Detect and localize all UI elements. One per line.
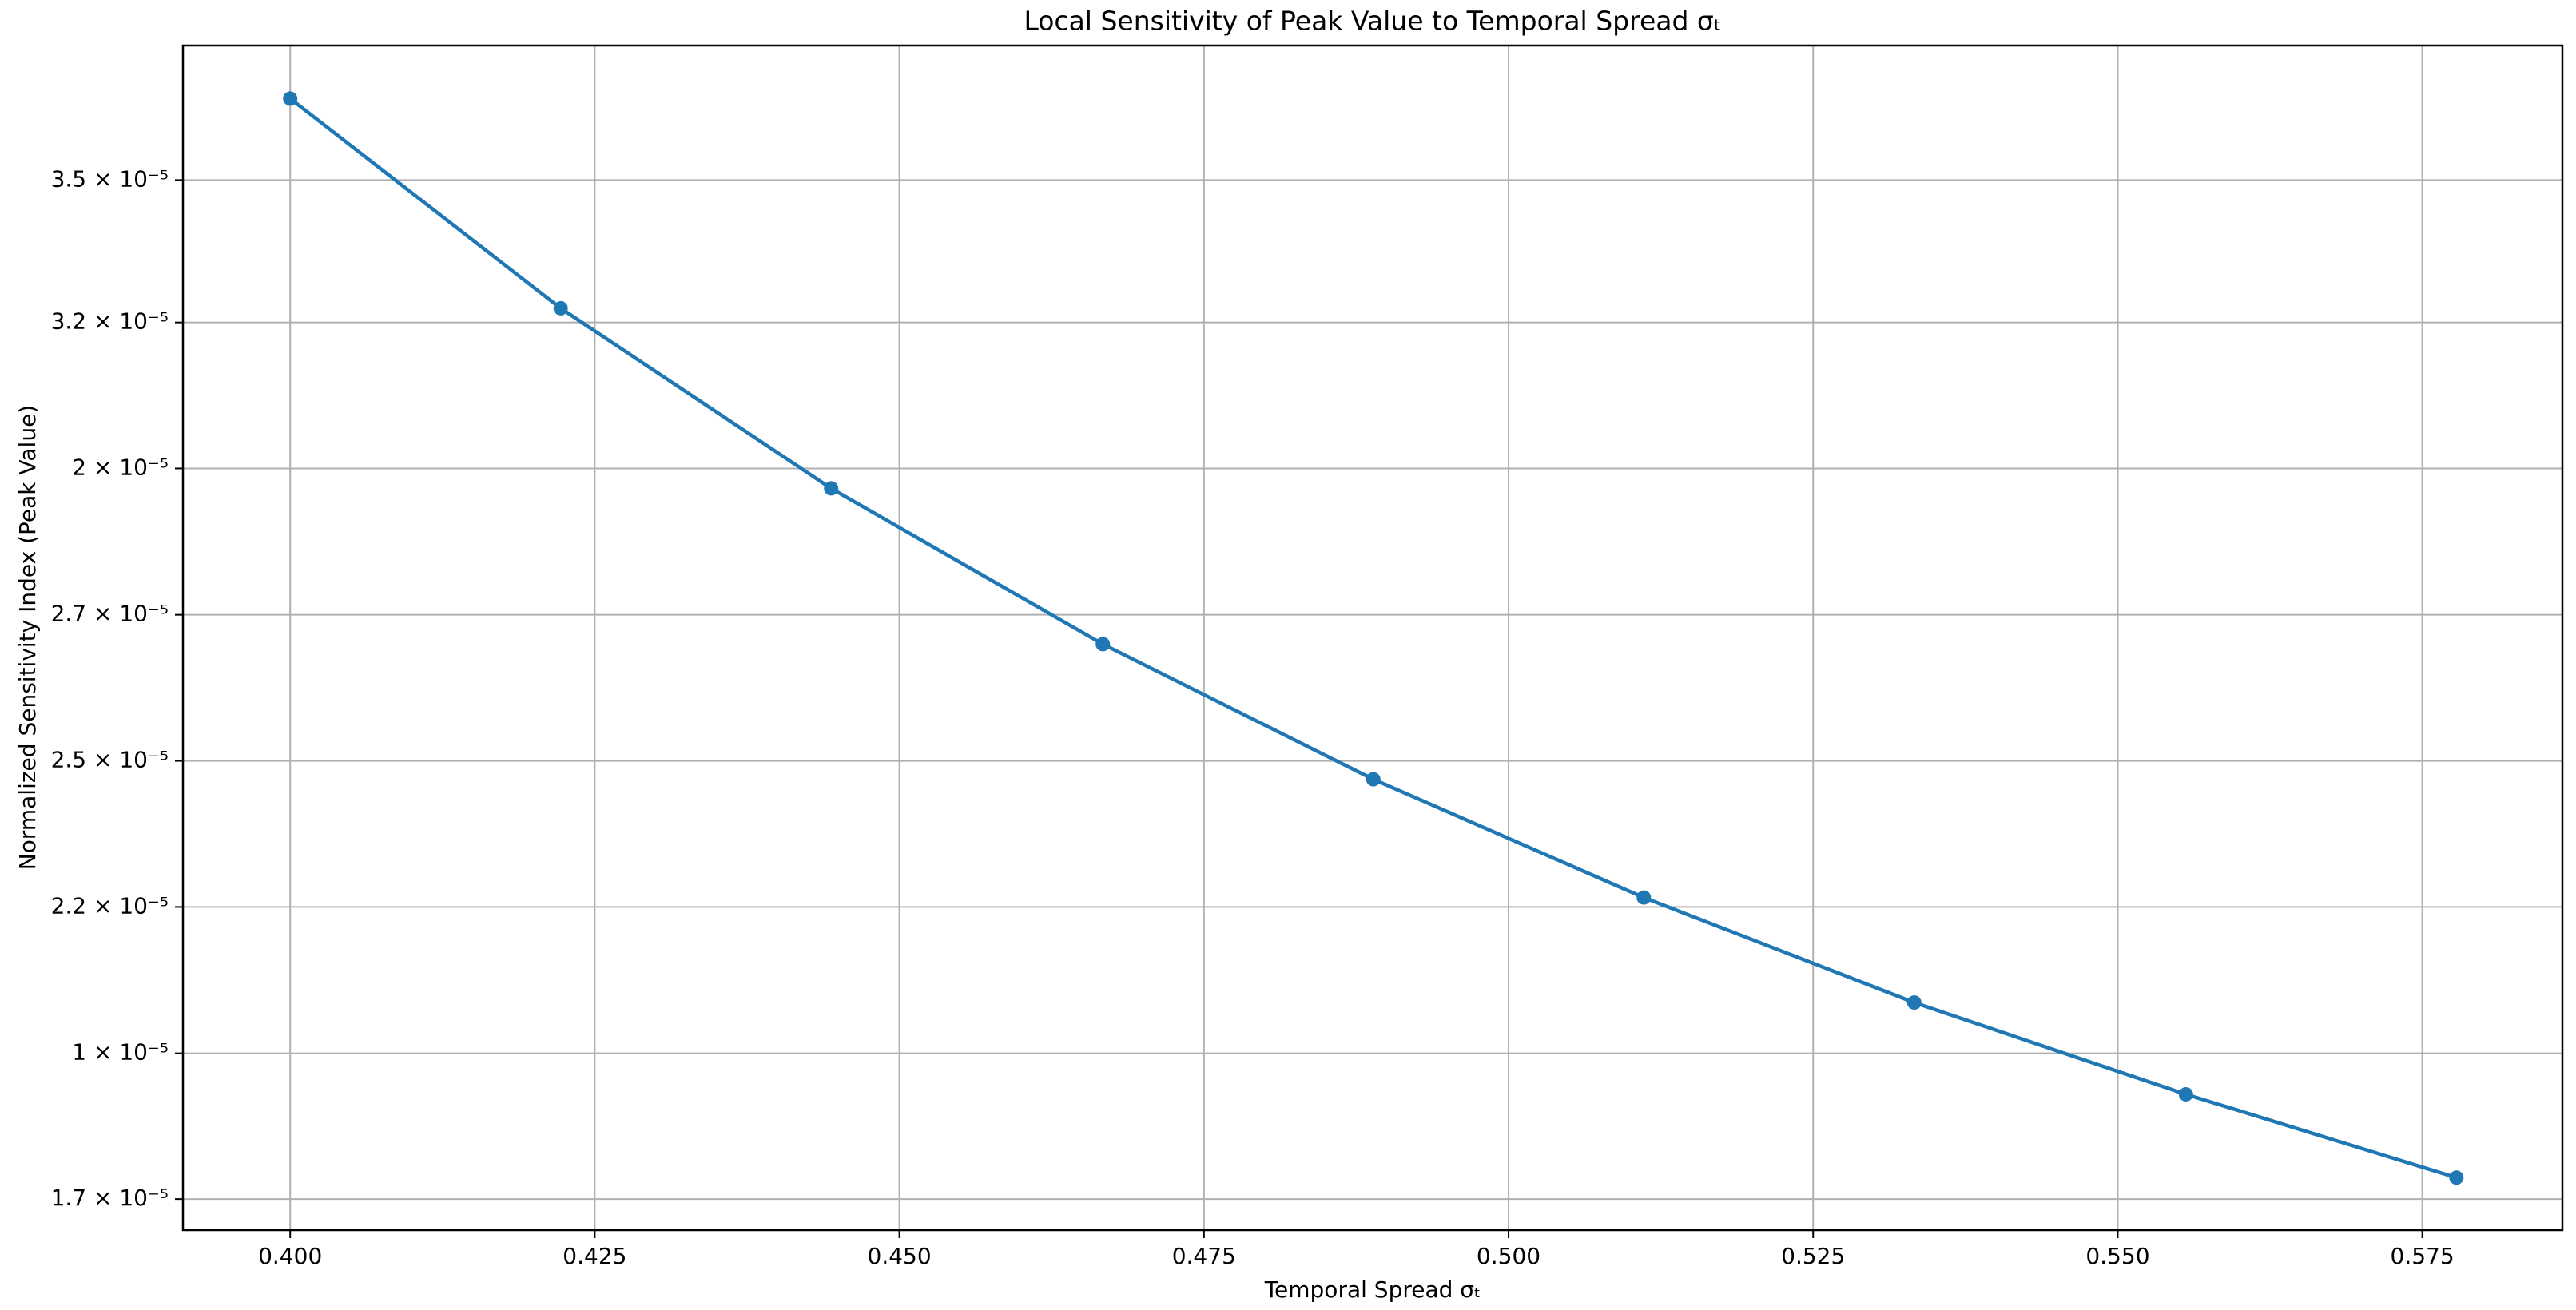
x-axis-label: Temporal Spread σₜ — [1264, 1276, 1481, 1303]
data-line — [288, 97, 2458, 1180]
x-tick-label: 0.500 — [1477, 1243, 1540, 1269]
y-tick-label: 1.7 × 10⁻⁵ — [51, 1185, 169, 1211]
y-tick-label: 2.2 × 10⁻⁵ — [51, 892, 169, 919]
y-tick-label: 3.2 × 10⁻⁵ — [51, 308, 169, 335]
y-tick-label: 3.5 × 10⁻⁵ — [51, 165, 169, 192]
data-point — [2178, 1086, 2193, 1102]
data-point — [553, 300, 568, 316]
x-tick-label: 0.575 — [2391, 1243, 2455, 1269]
data-point — [1906, 995, 1922, 1010]
y-tick-label: 1 × 10⁻⁵ — [72, 1039, 169, 1066]
data-point — [2449, 1170, 2464, 1185]
x-tick-label: 0.400 — [258, 1243, 322, 1269]
y-axis-label: Normalized Sensitivity Index (Peak Value… — [14, 405, 41, 870]
y-tick-label: 2.7 × 10⁻⁵ — [51, 601, 169, 627]
data-point — [1636, 890, 1652, 905]
y-tick-label: 2 × 10⁻⁵ — [72, 454, 169, 480]
plot-frame — [181, 44, 2564, 1232]
data-point — [1366, 772, 1381, 787]
data-point — [1095, 637, 1111, 652]
data-point — [283, 91, 298, 106]
x-tick-label: 0.475 — [1172, 1243, 1236, 1269]
x-tick-label: 0.550 — [2085, 1243, 2149, 1269]
x-tick-label: 0.425 — [563, 1243, 626, 1269]
data-point — [824, 481, 839, 496]
x-tick-label: 0.525 — [1781, 1243, 1845, 1269]
y-tick-label: 2.5 × 10⁻⁵ — [51, 747, 169, 773]
chart-title: Local Sensitivity of Peak Value to Tempo… — [1024, 6, 1721, 37]
x-tick-label: 0.450 — [868, 1243, 932, 1269]
